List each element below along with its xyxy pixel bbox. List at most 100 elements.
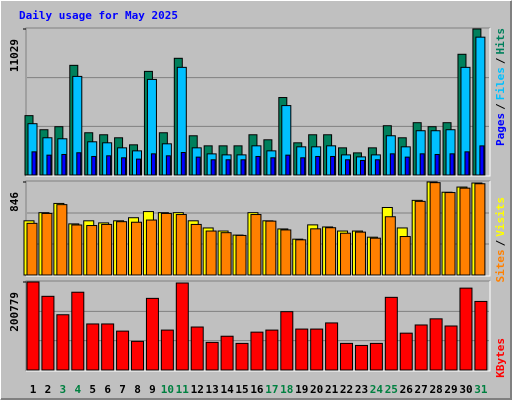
bar <box>160 212 172 276</box>
x-tick-label: 11 <box>176 383 190 396</box>
bar <box>31 151 37 176</box>
bar <box>205 341 219 371</box>
bar <box>295 328 309 371</box>
bar <box>340 342 354 371</box>
legend-separator: / <box>494 57 507 64</box>
bar <box>429 182 441 276</box>
bar <box>280 311 294 371</box>
x-tick-label: 23 <box>355 383 368 396</box>
bar <box>56 204 68 276</box>
bar <box>300 157 306 176</box>
bar <box>474 183 486 276</box>
x-tick-label: 28 <box>429 383 442 396</box>
bar <box>240 159 246 176</box>
x-tick-label: 16 <box>250 383 264 396</box>
bar <box>26 281 40 371</box>
bar <box>369 342 383 371</box>
bar <box>160 329 174 371</box>
bar <box>225 159 231 176</box>
x-tick-label: 4 <box>74 383 81 396</box>
bar <box>369 237 381 276</box>
bar <box>61 153 67 176</box>
bar <box>136 158 142 176</box>
x-tick-label: 17 <box>265 383 278 396</box>
bar <box>56 314 70 371</box>
bar <box>345 159 351 176</box>
legend-entry: Hits <box>494 28 507 55</box>
bar <box>41 295 55 371</box>
legend: Sites / Visits <box>494 197 507 283</box>
bar <box>429 318 443 371</box>
bar <box>76 152 82 176</box>
bar <box>474 300 488 371</box>
x-tick-label: 1 <box>30 383 37 396</box>
panel-bevel-dark <box>25 280 490 371</box>
x-tick-label: 21 <box>325 383 339 396</box>
x-tick-label: 22 <box>340 383 353 396</box>
bar <box>315 155 321 176</box>
bar <box>330 155 336 176</box>
bar <box>434 153 440 176</box>
legend-entry: Files <box>494 67 507 100</box>
bar <box>235 342 249 371</box>
bar <box>325 322 339 371</box>
bar <box>310 328 324 371</box>
bar <box>354 231 366 276</box>
bar <box>121 157 127 176</box>
bar <box>150 153 156 176</box>
bar <box>46 154 52 176</box>
bar <box>101 323 115 371</box>
legend: Pages / Files / Hits <box>494 28 507 146</box>
x-tick-label: 30 <box>459 383 472 396</box>
bar <box>354 344 368 371</box>
bar <box>340 232 352 276</box>
legend-separator: / <box>494 103 507 110</box>
bar <box>444 325 458 371</box>
bar <box>41 212 53 276</box>
x-tick-label: 10 <box>161 383 174 396</box>
bar <box>190 326 204 371</box>
bar <box>235 234 247 276</box>
bar <box>220 335 234 371</box>
x-tick-label: 6 <box>104 383 111 396</box>
x-tick-label: 8 <box>134 383 141 396</box>
bar <box>270 157 276 176</box>
x-tick-label: 9 <box>149 383 156 396</box>
panel-bevel-light <box>26 28 491 177</box>
legend-entry: Visits <box>494 197 507 237</box>
bar <box>26 222 38 276</box>
x-tick-label: 26 <box>400 383 414 396</box>
bar <box>195 156 201 176</box>
bar <box>180 151 186 176</box>
bar <box>265 220 277 276</box>
bar <box>444 192 456 276</box>
x-tick-label: 27 <box>415 383 428 396</box>
bar <box>175 214 187 276</box>
y-tick-label: 200779 <box>8 292 21 332</box>
panel-bevel-light <box>26 281 491 372</box>
x-tick-label: 18 <box>280 383 293 396</box>
bar <box>131 340 145 371</box>
bar <box>389 153 395 176</box>
bar <box>220 232 232 276</box>
x-tick-label: 29 <box>444 383 457 396</box>
x-tick-label: 14 <box>220 383 234 396</box>
x-tick-label: 24 <box>370 383 384 396</box>
bar <box>414 324 428 371</box>
bar <box>325 227 337 276</box>
x-tick-label: 15 <box>235 383 248 396</box>
bar <box>404 156 410 176</box>
bar <box>210 159 216 176</box>
bar <box>310 228 322 276</box>
bar <box>250 331 264 371</box>
bar <box>384 216 396 276</box>
legend: KBytes <box>494 338 507 378</box>
x-tick-label: 7 <box>119 383 126 396</box>
x-tick-label: 31 <box>474 383 488 396</box>
y-tick-label: 11029 <box>8 39 21 72</box>
x-tick-label: 20 <box>310 383 323 396</box>
bar <box>71 291 85 371</box>
bar <box>116 221 128 276</box>
